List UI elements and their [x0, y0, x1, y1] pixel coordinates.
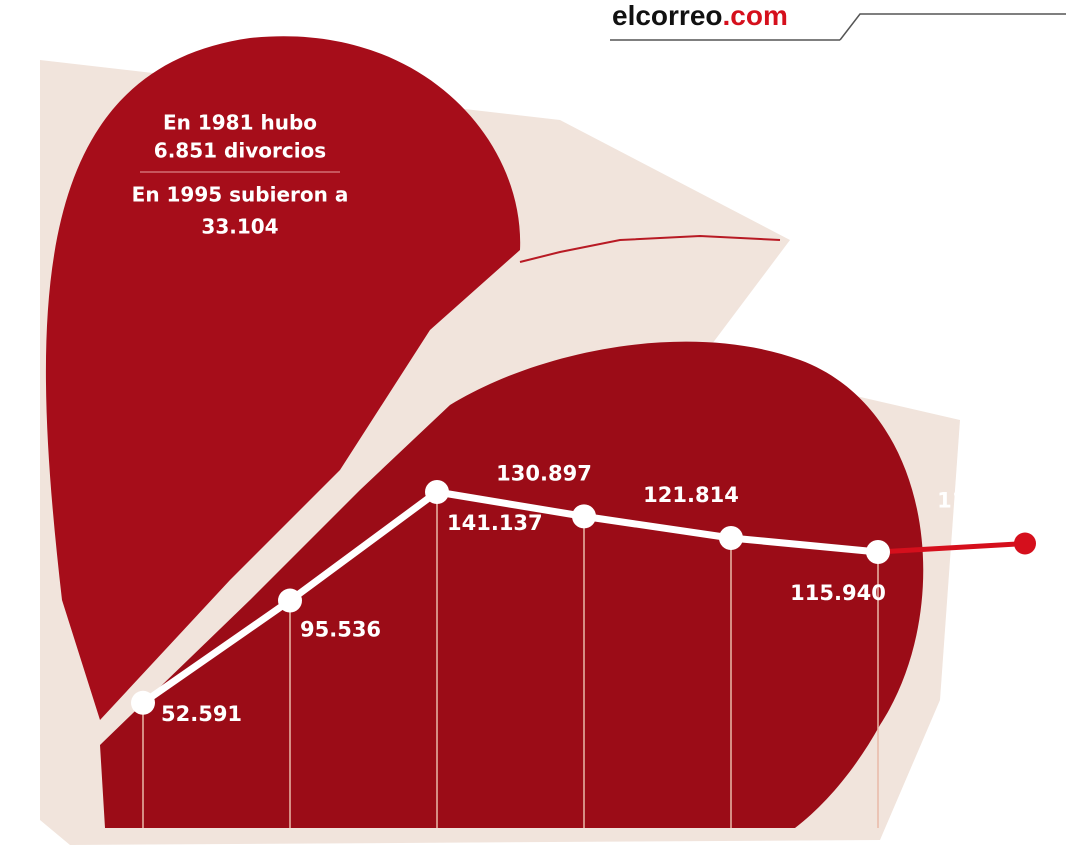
- annotation: En 1981 hubo: [163, 111, 317, 135]
- value-label: 119.513: [937, 488, 1033, 512]
- value-label: 141.137: [447, 511, 543, 535]
- value-label: 95.536: [300, 618, 381, 642]
- logo-name: elcorreo: [612, 0, 723, 31]
- crack-line: [519, 234, 781, 263]
- data-line: [141, 488, 879, 706]
- data-point: [719, 526, 743, 551]
- annotation: 6.851 divorcios: [154, 139, 326, 163]
- data-point: [572, 504, 596, 529]
- data-point: [1014, 532, 1036, 555]
- value-label: 52.591: [161, 702, 242, 726]
- value-label: 130.897: [496, 461, 592, 485]
- logo-suffix: .com: [723, 0, 788, 31]
- highlight-line: [877, 540, 1026, 555]
- heart-right: [100, 341, 924, 828]
- plot: 52.591 95.536 141.137 130.897 121.814 115.940…: [131, 461, 1036, 828]
- value-label: 115.940: [790, 581, 886, 605]
- logo: elcorreo.com: [612, 0, 788, 31]
- data-point: [425, 480, 449, 504]
- value-label: 121.814: [643, 483, 739, 507]
- data-point: [866, 539, 890, 564]
- logo-rule-tail: [839, 13, 1066, 41]
- data-point: [278, 588, 302, 613]
- heart-left: [45, 36, 521, 721]
- annotation: En 1995 subieron a: [132, 183, 349, 207]
- data-point: [131, 690, 155, 715]
- annotation: 33.104: [201, 215, 278, 239]
